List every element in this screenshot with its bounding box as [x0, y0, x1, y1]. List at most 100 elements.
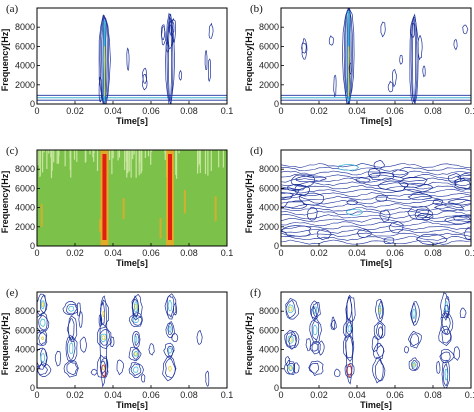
small-contour: [204, 50, 208, 71]
y-tick-label: 8000: [15, 164, 35, 174]
spectrogram-streak: [118, 150, 121, 158]
y-tick-label: 4000: [259, 61, 279, 71]
spectrogram-streak: [164, 150, 166, 153]
small-contour: [462, 24, 469, 35]
x-tick-label: 0.06: [386, 248, 404, 258]
x-tick-label: 0.1: [465, 248, 474, 258]
x-tick-label: 0.06: [142, 390, 160, 400]
spectrogram-streak: [73, 150, 76, 160]
spectrogram-streak: [39, 150, 41, 177]
band-contour: [281, 217, 471, 223]
spectrogram-streak: [175, 150, 177, 175]
ridge-contour: [345, 209, 364, 216]
blob-contour: [411, 302, 417, 325]
blob-contour: [131, 348, 140, 360]
small-contour: [148, 343, 155, 356]
blob-contour: [283, 359, 296, 375]
panel-label: (b): [250, 3, 263, 15]
blob-peak: [288, 306, 293, 312]
band-contour: [281, 235, 471, 241]
x-tick-label: 0.06: [142, 106, 160, 116]
panel-label: (e): [6, 287, 19, 299]
x-tick-label: 0.08: [424, 248, 442, 258]
spectrogram-streak: [199, 150, 201, 173]
blob-contour: [167, 345, 174, 357]
panel-2: 0 0.02 0.04 0.06 0.08 0.1 0 2000 4000 6000 8000 Tim…: [244, 3, 474, 126]
x-tick-label: 0.1: [465, 106, 474, 116]
spectrogram-streak: [140, 150, 142, 174]
spectrogram-ridge-hot: [168, 154, 172, 240]
y-tick-label: 8000: [259, 164, 279, 174]
blob-peak: [41, 336, 45, 341]
spectrogram-streak: [41, 150, 44, 162]
island-contour: [453, 178, 471, 191]
axes-frame: [36, 291, 228, 389]
blob-contour: [374, 299, 385, 323]
x-axis-label: Time[s]: [360, 258, 392, 268]
blob-contour: [164, 293, 177, 320]
small-contour: [387, 80, 394, 93]
small-contour: [99, 360, 107, 375]
band-contour: [281, 203, 471, 209]
spectrogram-streak: [150, 150, 152, 165]
blob-contour: [68, 318, 75, 342]
y-tick-label: 2000: [259, 80, 279, 90]
band-contour: [281, 181, 471, 186]
y-tick-label: 8000: [15, 22, 35, 32]
spectrogram-streak: [84, 150, 86, 163]
x-tick-label: 0.06: [386, 106, 404, 116]
small-contour: [417, 35, 423, 61]
x-tick-label: 0: [34, 106, 39, 116]
y-tick-label: 8000: [259, 306, 279, 316]
island-contour: [287, 184, 307, 191]
y-tick-label: 8000: [259, 22, 279, 32]
band-contour: [281, 221, 471, 227]
blob-contour: [128, 312, 143, 328]
y-ticks: 0 2000 4000 6000 8000: [15, 22, 40, 109]
spectrogram-streak: [117, 150, 119, 161]
x-axis-label: Time[s]: [360, 400, 392, 410]
y-tick-label: 2000: [15, 364, 35, 374]
island-contour: [398, 177, 428, 188]
blob-contour: [440, 310, 454, 335]
x-tick-label: 0: [278, 106, 283, 116]
band-contour: [281, 239, 471, 245]
blob-core: [39, 318, 46, 327]
island-contour: [367, 168, 381, 178]
island-contour: [443, 215, 471, 225]
y-tick-label: 6000: [259, 325, 279, 335]
small-contour: [171, 333, 179, 343]
x-tick-label: 0.02: [310, 390, 328, 400]
spectrogram-streak: [178, 150, 180, 154]
y-axis-label: Frequency[Hz]: [244, 313, 254, 376]
blob-core: [287, 303, 294, 314]
blob-core: [133, 300, 138, 313]
y-tick-label: 2000: [259, 222, 279, 232]
blob-peak: [134, 303, 137, 310]
x-ticks: 0 0.02 0.04 0.06 0.08 0.1: [34, 101, 233, 116]
y-tick-label: 6000: [259, 41, 279, 51]
island-contour: [392, 169, 409, 178]
small-contour: [207, 58, 212, 82]
small-contour: [205, 370, 210, 387]
spectrogram-streak: [198, 150, 200, 165]
spectrogram-streak: [207, 150, 209, 176]
spectrogram-spot: [40, 204, 43, 227]
spectrogram-streak: [133, 150, 135, 155]
spectrogram-streak: [204, 150, 207, 175]
band-contour: [281, 173, 471, 180]
small-contour: [399, 54, 404, 65]
blob-core: [168, 347, 172, 354]
island-contour: [283, 201, 308, 210]
y-tick-label: 4000: [15, 203, 35, 213]
blob-contour: [311, 319, 320, 342]
y-ticks: 0 2000 4000 6000 8000: [15, 306, 40, 393]
blob-contour: [130, 363, 142, 377]
spectrogram-background: [37, 150, 227, 246]
blob-contour: [373, 321, 386, 340]
small-contour: [443, 304, 450, 318]
island-contour: [447, 173, 462, 184]
y-tick-label: 0: [30, 99, 35, 109]
axes-frame: [280, 149, 472, 247]
small-contour: [305, 338, 312, 352]
